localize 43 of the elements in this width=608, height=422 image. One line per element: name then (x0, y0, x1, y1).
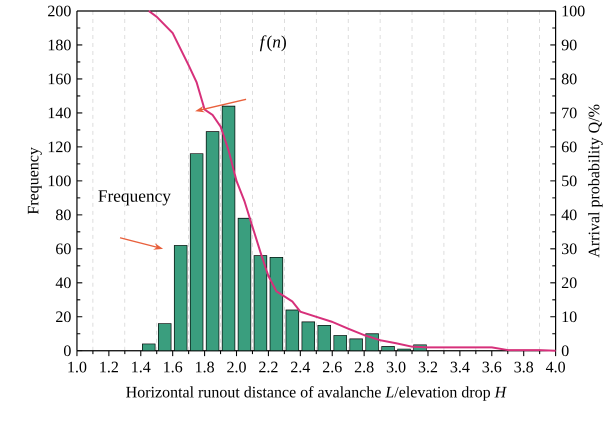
x-tick-label: 1.2 (100, 362, 118, 373)
y2-tick-label: 100 (562, 6, 585, 17)
x-tick-label: 3.2 (418, 362, 438, 373)
y-tick-label: 200 (48, 6, 71, 17)
y-tick-label: 100 (48, 176, 71, 186)
y-tick-label: 0 (64, 345, 71, 356)
y-tick-label: 180 (48, 40, 71, 50)
y2-tick-label: 50 (562, 176, 577, 186)
y2-axis-title: Arrival probability Q/% (588, 104, 603, 258)
y2-tick-label: 20 (562, 278, 577, 288)
y-tick-label: 60 (56, 244, 71, 254)
y-tick-label: 120 (48, 142, 71, 152)
x-tick-label: 2.6 (322, 362, 342, 373)
y2-tick-label: 70 (562, 108, 577, 118)
y2-tick-label: 0 (562, 345, 569, 356)
x-tick-label: 2.0 (227, 362, 246, 373)
annotation: f(n) (260, 35, 286, 52)
x-tick-label: 1.6 (164, 362, 182, 373)
y-tick-label: 140 (48, 108, 71, 118)
y2-tick-label: 30 (562, 244, 577, 254)
annotation: Frequency (98, 190, 171, 206)
x-tick-label: 4.0 (546, 362, 565, 373)
x-tick-label: 3.4 (450, 362, 470, 373)
x-tick-label: 3.0 (386, 362, 406, 373)
y-tick-label: 40 (56, 278, 71, 288)
x-tick-label: 2.4 (291, 362, 310, 373)
x-tick-label: 2.2 (259, 362, 278, 373)
y-tick-label: 20 (56, 312, 71, 322)
y2-tick-label: 90 (562, 40, 577, 50)
y-tick-label: 80 (56, 210, 71, 220)
x-tick-label: 3.6 (482, 362, 502, 373)
x-tick-label: 3.8 (514, 362, 534, 373)
x-axis-title: Horizontal runout distance of avalanche L/elevation drop H (126, 386, 507, 401)
y2-tick-label: 80 (562, 74, 577, 84)
y-axis-title: Frequency (28, 147, 42, 214)
y-tick-label: 160 (48, 74, 71, 84)
x-tick-label: 1.8 (196, 362, 214, 373)
y2-tick-label: 60 (562, 142, 577, 152)
x-tick-label: 2.8 (354, 362, 374, 373)
y2-tick-label: 40 (562, 210, 577, 220)
x-tick-label: 1.0 (68, 362, 86, 373)
y2-tick-label: 10 (562, 312, 577, 322)
x-tick-label: 1.4 (132, 362, 151, 373)
